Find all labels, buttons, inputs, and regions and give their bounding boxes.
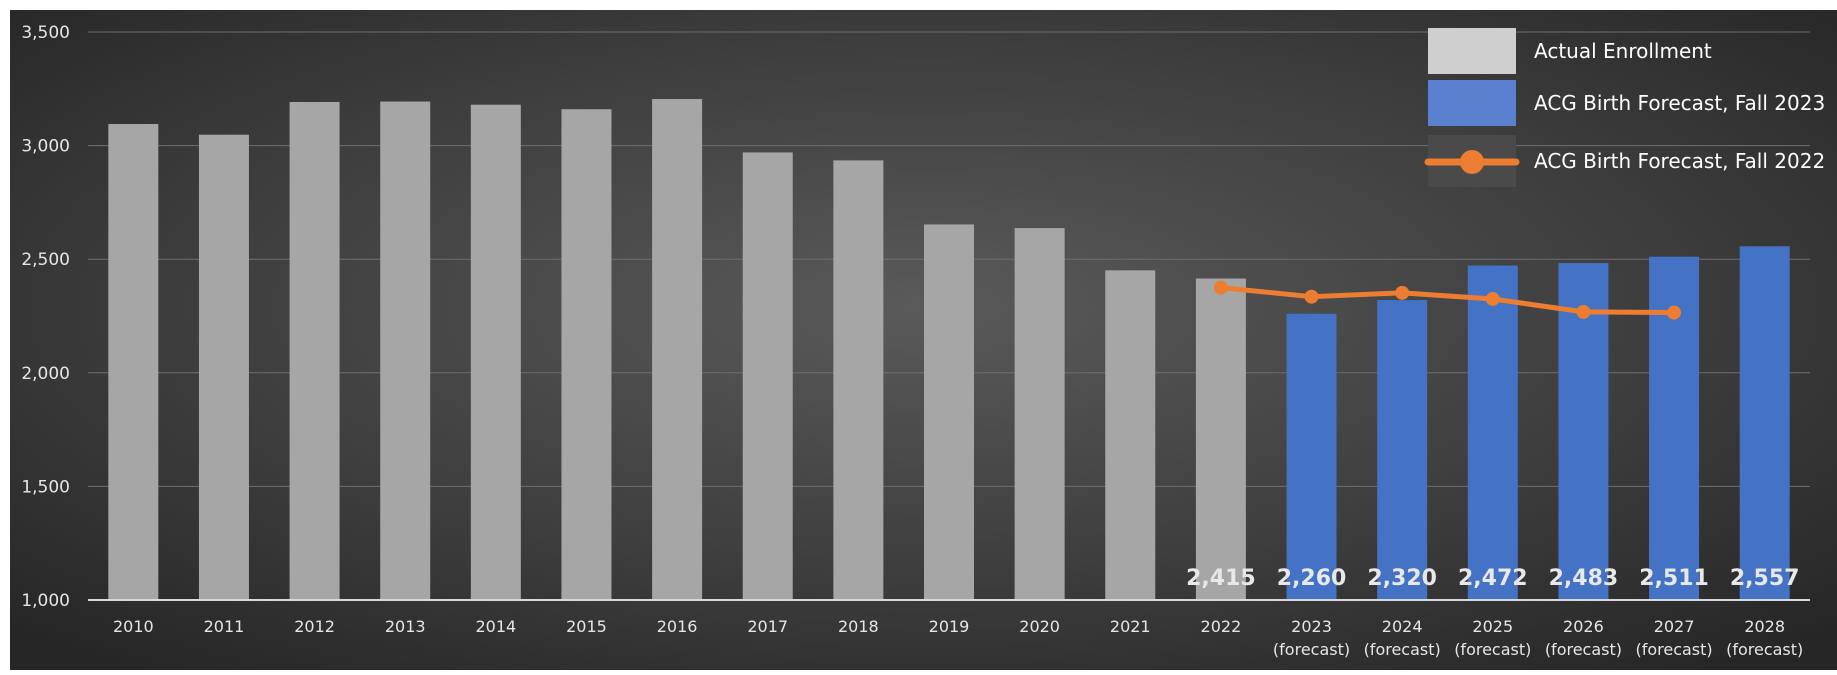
x-tick-label: (forecast): [1545, 640, 1622, 659]
line-point: [1304, 289, 1319, 304]
line-series: [1218, 285, 1677, 316]
legend-marker: [1460, 150, 1484, 174]
forecast-2022-line: [1213, 280, 1682, 320]
line-point: [1667, 305, 1682, 320]
bar-2019: [924, 224, 974, 600]
data-label: 2,415: [1186, 566, 1256, 591]
data-label: 2,260: [1277, 566, 1347, 591]
x-tick-label: 2016: [657, 617, 698, 636]
x-axis-ticks: 2010 2011 2012 2013 2014 2015 2016 2017 2018 2019…: [113, 617, 1803, 659]
x-tick-label: (forecast): [1454, 640, 1531, 659]
x-tick-label: 2015: [566, 617, 607, 636]
data-labels: 2,415 2,260 2,320 2,472 2,483 2,511 2,557: [1186, 566, 1799, 591]
x-tick-label: 2011: [204, 617, 245, 636]
line-point: [1213, 280, 1228, 295]
x-tick-label: 2020: [1019, 617, 1060, 636]
bar-2025: [1467, 265, 1518, 600]
bar-2013: [380, 101, 431, 601]
bar-2015: [561, 109, 612, 601]
x-tick-label: 2017: [747, 617, 788, 636]
data-label: 2,557: [1730, 566, 1800, 591]
x-tick-label: 2026: [1563, 617, 1604, 636]
legend: Actual Enrollment ACG Birth Forecast, Fal…: [1424, 28, 1825, 187]
bar-2014: [470, 104, 521, 600]
bar-2023: [1286, 313, 1337, 600]
bar-2026: [1558, 263, 1609, 600]
y-tick-label: 2,000: [21, 364, 70, 384]
line-point: [1485, 291, 1500, 306]
legend-label: ACG Birth Forecast, Fall 2022: [1534, 149, 1825, 173]
bar-2011: [198, 134, 249, 600]
x-tick-label: 2027: [1654, 617, 1695, 636]
x-tick-label: 2014: [475, 617, 516, 636]
x-tick-label: 2010: [113, 617, 154, 636]
bar-2010: [108, 124, 159, 601]
bar-2016: [652, 99, 703, 601]
x-tick-label: 2025: [1472, 617, 1513, 636]
x-tick-label: (forecast): [1273, 640, 1350, 659]
legend-label: ACG Birth Forecast, Fall 2023: [1534, 91, 1825, 115]
x-tick-label: (forecast): [1364, 640, 1441, 659]
x-tick-label: 2012: [294, 617, 335, 636]
bar-2020: [1014, 228, 1065, 600]
x-tick-label: 2024: [1382, 617, 1423, 636]
data-label: 2,320: [1367, 566, 1437, 591]
x-tick-label: 2022: [1201, 617, 1242, 636]
y-tick-label: 1,500: [21, 477, 70, 497]
y-tick-label: 3,000: [21, 137, 70, 157]
bars: [108, 99, 1790, 601]
bar-2018: [833, 160, 884, 601]
data-label: 2,483: [1549, 566, 1619, 591]
y-tick-label: 1,000: [21, 591, 70, 611]
y-tick-label: 3,500: [21, 23, 70, 43]
x-tick-label: 2021: [1110, 617, 1151, 636]
y-axis-ticks: 1,000 1,500 2,000 2,500 3,000 3,500: [21, 23, 70, 611]
x-tick-label: 2013: [385, 617, 426, 636]
bar-2017: [742, 152, 793, 600]
legend-swatch: [1428, 28, 1516, 74]
line-point: [1395, 285, 1410, 300]
bar-2012: [289, 101, 340, 600]
legend-swatch: [1428, 80, 1516, 126]
x-tick-label: 2019: [929, 617, 970, 636]
bar-2022: [1195, 278, 1246, 600]
data-label: 2,472: [1458, 566, 1528, 591]
x-tick-label: 2018: [838, 617, 879, 636]
data-label: 2,511: [1639, 566, 1709, 591]
legend-label: Actual Enrollment: [1534, 39, 1712, 63]
bar-2024: [1377, 300, 1428, 600]
bar-2021: [1105, 270, 1156, 600]
x-tick-label: (forecast): [1635, 640, 1712, 659]
x-tick-label: 2028: [1744, 617, 1785, 636]
x-tick-label: 2023: [1291, 617, 1332, 636]
y-tick-label: 2,500: [21, 250, 70, 270]
bar-2028: [1739, 246, 1790, 600]
x-tick-label: (forecast): [1726, 640, 1803, 659]
line-point: [1576, 304, 1591, 319]
